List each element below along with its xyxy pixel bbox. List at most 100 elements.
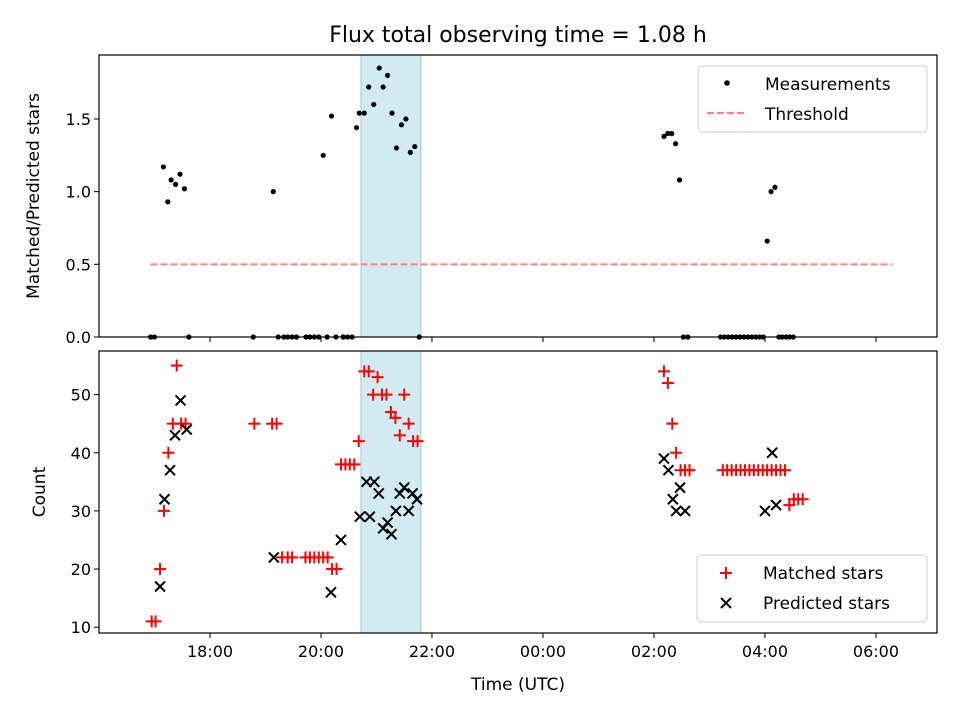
predicted-stars-point [670,505,682,517]
measurement-point [669,130,675,137]
matched-stars-point [286,551,299,564]
measurement-point [356,110,362,116]
predicted-stars-point [268,551,280,564]
top-legend-box [697,65,928,133]
matched-stars-point [778,464,791,477]
predicted-stars-point [759,505,771,517]
bottom-legend: Matched stars Predicted stars [696,554,928,623]
bottom-plot-content [145,350,809,634]
chart-title: Flux total observing time = 1.08 h [329,23,707,48]
matched-stars-point [666,417,679,430]
predicted-stars-point [674,481,686,494]
matched-stars-point [352,435,365,448]
top-ylabel: Matched/Predicted stars [24,93,44,299]
measurement-point [665,130,671,137]
measurement-point [181,186,188,192]
matched-stars-point [321,551,334,564]
matched-stars-point [149,615,162,628]
matched-stars-point [248,417,261,430]
measurement-point [328,113,335,119]
measurement-point [353,125,360,131]
matched-stars-point [270,417,283,430]
matched-stars-point [330,563,343,576]
matched-stars-point [162,446,175,459]
predicted-stars-point [679,505,691,517]
measurement-point [160,164,166,170]
predicted-stars-point [402,505,415,517]
predicted-stars-point [335,534,347,546]
predicted-stars-point [658,452,670,465]
measurement-point [389,110,395,116]
legend-matched-marker [720,567,732,579]
y-tick-label: 30 [71,502,91,521]
x-tick-label: 20:00 [298,642,344,661]
bottom-panel: 10 20 30 40 50 18:00 20:00 22:00 00:00 02:00 04:00… [30,350,938,695]
top-observing-window [360,54,422,338]
legend-measurements-marker [724,80,730,86]
measurement-point [412,143,418,150]
predicted-stars-point [158,493,171,505]
matched-stars-point [380,388,393,401]
x-tick-label: 22:00 [409,642,455,661]
measurement-point [320,152,326,158]
predicted-stars-point [169,429,181,442]
y-tick-label: 0.5 [66,255,91,274]
predicted-stars-point [385,528,398,540]
predicted-stars-point [164,464,176,476]
matched-stars-point [389,411,402,424]
measurement-point [768,189,774,195]
matched-stars-point [371,371,384,384]
x-tick-label: 02:00 [631,642,677,661]
predicted-stars-point [667,493,679,505]
predicted-stars-point [368,476,380,488]
measurement-point [366,84,372,90]
matched-stars-point [157,504,170,517]
measurement-point [371,101,377,108]
measurement-point [177,171,183,177]
matched-stars-point [362,365,375,378]
y-tick-label: 40 [71,444,91,463]
measurement-point [270,189,276,195]
predicted-stars-point [180,423,193,436]
bottom-axes-frame [98,350,938,634]
bottom-xlabel: Time (UTC) [470,675,565,695]
matched-stars-point [670,446,683,459]
predicted-stars-point [325,586,337,599]
predicted-stars-point [381,516,394,529]
top-y-axis: 0.0 0.5 1.0 1.5 [66,110,877,347]
x-tick-label: 00:00 [520,642,566,661]
measurement-point [398,122,405,128]
measurement-point [393,145,400,151]
predicted-stars-point [372,487,385,500]
top-axes-frame [98,54,938,338]
predicted-stars-point [154,580,166,593]
top-plot-content [148,54,893,340]
predicted-stars-point [364,511,376,523]
bottom-legend-box [696,554,928,623]
matched-stars-point [402,417,415,430]
predicted-stars-point [766,447,778,459]
y-tick-label: 20 [71,560,91,579]
measurement-point [376,65,382,71]
measurement-point [407,149,413,155]
measurement-point [676,177,683,183]
predicted-stars-point [411,493,423,505]
y-tick-label: 50 [71,386,91,405]
predicted-stars-point [662,464,675,476]
measurement-point [361,110,367,116]
legend-predicted-label: Predicted stars [763,594,890,614]
predicted-stars-point [390,505,402,517]
legend-predicted-marker [720,597,732,609]
matched-stars-point [398,388,411,401]
legend-matched-label: Matched stars [763,564,883,584]
measurement-point [764,238,770,244]
measurement-point [165,199,171,205]
matched-stars-point [154,563,167,576]
measurement-point [380,84,386,90]
top-panel: Flux total observing time = 1.08 h 0.00.… [24,23,938,347]
matched-stars-point [657,365,670,378]
legend-threshold-label: Threshold [764,105,849,125]
x-tick-label: 18:00 [187,642,233,661]
matched-stars-point [683,464,696,477]
